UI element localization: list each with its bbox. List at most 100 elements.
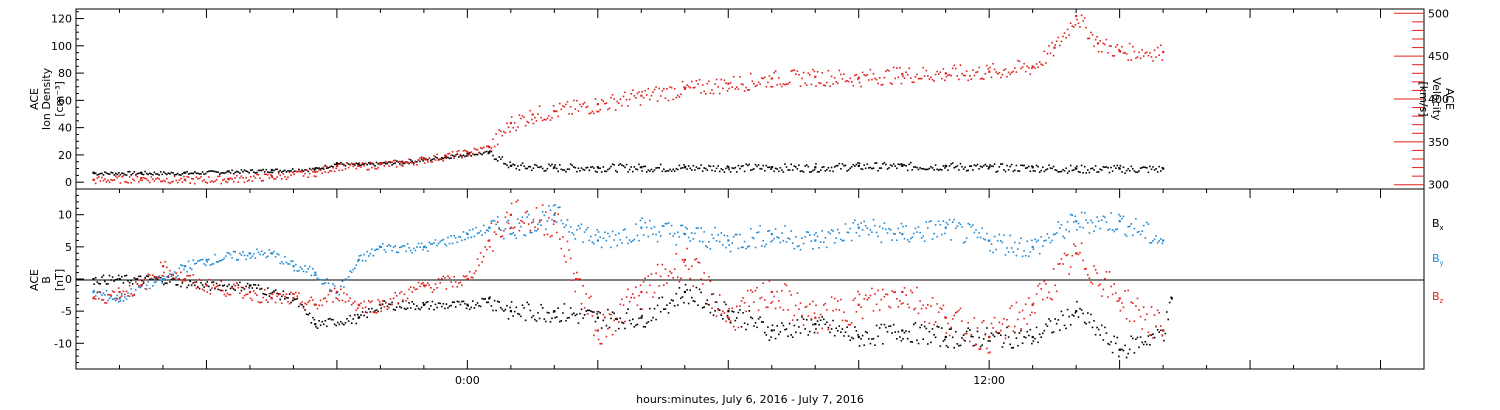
- ion-density-point: [740, 165, 743, 168]
- ion-density-point: [509, 161, 511, 163]
- bz-point: [312, 299, 314, 301]
- bz-point: [863, 298, 865, 300]
- bz-point: [722, 310, 724, 313]
- by-point: [819, 241, 822, 243]
- bz-point: [667, 275, 670, 277]
- ion-density-point: [375, 161, 378, 164]
- ion-density-point: [750, 169, 752, 171]
- ion-density-point: [308, 167, 311, 170]
- bx-point: [927, 343, 929, 345]
- by-point: [722, 244, 724, 246]
- ion-density-point: [468, 152, 471, 154]
- velocity-point: [571, 113, 573, 115]
- ion-density-point: [1091, 167, 1094, 169]
- ion-density-anchor-2: [183, 171, 186, 174]
- bz-point: [166, 266, 168, 269]
- bz-point: [753, 301, 755, 303]
- velocity-point: [1108, 45, 1111, 47]
- ion-density-point: [1155, 168, 1157, 170]
- bx-point: [147, 275, 149, 278]
- velocity-point: [374, 167, 376, 170]
- bx-point: [892, 323, 895, 326]
- velocity-point: [986, 64, 988, 67]
- bx-point: [349, 314, 351, 317]
- bz-point: [545, 211, 547, 213]
- velocity-anchor-20: [727, 82, 730, 85]
- bz-point: [200, 279, 202, 281]
- bx-point: [549, 321, 552, 323]
- ion-density-point: [722, 169, 724, 171]
- bz-point: [591, 315, 594, 317]
- bx-point: [1080, 309, 1083, 311]
- bx-point: [607, 308, 609, 311]
- bx-point: [1083, 321, 1086, 324]
- ion-density-point: [1063, 170, 1066, 172]
- ion-density-point: [94, 172, 97, 174]
- bz-point: [1085, 267, 1087, 270]
- bz-point: [1119, 309, 1122, 312]
- velocity-point: [981, 77, 983, 80]
- velocity-point: [217, 175, 219, 178]
- bz-point: [186, 274, 188, 277]
- bx-point: [133, 277, 136, 279]
- top-left-tick-label-2: 40: [58, 122, 72, 135]
- bx-point: [296, 297, 299, 300]
- ion-density-point: [743, 170, 746, 173]
- bx-point: [110, 279, 112, 281]
- velocity-point: [1051, 41, 1053, 44]
- velocity-point: [430, 161, 432, 163]
- bz-point: [110, 294, 112, 296]
- bz-point: [720, 313, 723, 315]
- ion-density-point: [614, 169, 617, 172]
- velocity-point: [723, 79, 726, 82]
- bz-point: [939, 307, 942, 309]
- bx-point: [1018, 332, 1021, 334]
- by-point: [190, 268, 193, 270]
- bz-point: [908, 306, 910, 309]
- by-point: [232, 250, 235, 253]
- bz-point: [416, 288, 418, 290]
- velocity-point: [178, 179, 181, 182]
- bx-point: [498, 301, 500, 303]
- by-point: [548, 205, 550, 207]
- velocity-point: [253, 175, 255, 177]
- ion-density-point: [395, 160, 398, 162]
- ion-density-point: [548, 163, 550, 166]
- ion-density-point: [431, 158, 434, 161]
- bz-point: [573, 272, 575, 275]
- by-point: [354, 267, 356, 269]
- bx-point: [914, 322, 917, 324]
- velocity-point: [613, 98, 615, 100]
- bz-anchor-13: [422, 284, 426, 287]
- bz-point: [327, 293, 330, 296]
- bx-point: [697, 304, 699, 306]
- by-anchor-17: [553, 213, 556, 216]
- velocity-point: [237, 181, 240, 183]
- bz-point: [781, 290, 783, 292]
- ion-density-point: [520, 164, 522, 166]
- ion-density-point: [931, 167, 934, 169]
- ion-density-point: [568, 168, 570, 170]
- by-point: [664, 222, 667, 225]
- ion-density-point: [858, 162, 861, 165]
- ion-density-point: [1105, 166, 1108, 168]
- top-left-tick-label-1: 20: [58, 149, 72, 162]
- velocity-point: [860, 85, 862, 88]
- bx-point: [313, 318, 316, 321]
- bx-point: [854, 326, 856, 328]
- bx-point: [437, 302, 440, 304]
- bz-point: [444, 277, 446, 279]
- velocity-point: [364, 162, 367, 165]
- ion-density-point: [709, 165, 712, 168]
- bx-point: [425, 301, 427, 304]
- bz-point: [989, 351, 991, 353]
- by-point: [155, 281, 157, 283]
- velocity-anchor-15: [531, 113, 534, 116]
- velocity-point: [1152, 60, 1154, 62]
- bz-point: [992, 327, 994, 329]
- ion-density-point: [1032, 170, 1035, 172]
- velocity-point: [377, 166, 379, 169]
- by-point: [635, 223, 637, 225]
- velocity-point: [521, 115, 524, 117]
- bz-anchor-21: [683, 258, 686, 261]
